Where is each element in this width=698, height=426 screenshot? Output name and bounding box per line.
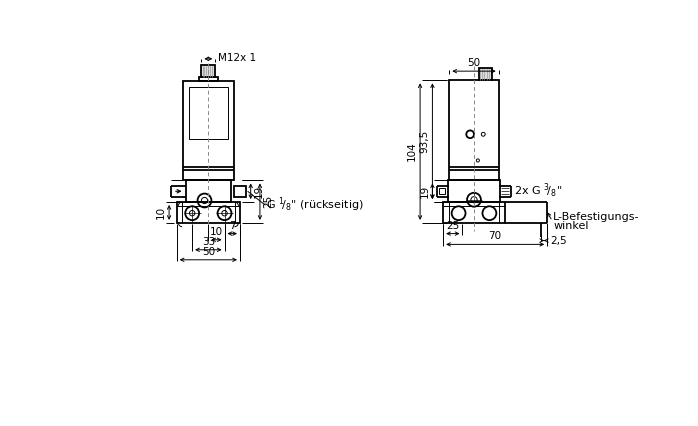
Text: 33: 33 xyxy=(202,237,215,247)
Text: winkel: winkel xyxy=(554,221,589,231)
Text: 10: 10 xyxy=(156,206,166,219)
Bar xyxy=(189,87,228,139)
Text: 50: 50 xyxy=(202,247,215,257)
Text: 10: 10 xyxy=(210,227,223,237)
Text: 7: 7 xyxy=(229,221,235,230)
Text: 25: 25 xyxy=(446,221,459,230)
Text: G $^1\!/_8$" (rückseitig): G $^1\!/_8$" (rückseitig) xyxy=(266,196,364,214)
Text: M12x 1: M12x 1 xyxy=(218,53,256,63)
Text: 104: 104 xyxy=(407,142,417,161)
Bar xyxy=(479,68,493,81)
Text: 19: 19 xyxy=(254,184,264,198)
Bar xyxy=(450,81,498,181)
Text: 25: 25 xyxy=(263,195,273,208)
Bar xyxy=(438,188,445,194)
Text: 70: 70 xyxy=(489,231,502,241)
Text: L-Befestigungs-: L-Befestigungs- xyxy=(554,213,640,222)
Text: 2x G $^3\!/_8$": 2x G $^3\!/_8$" xyxy=(514,182,562,201)
Bar xyxy=(186,181,230,202)
Bar xyxy=(183,81,234,181)
Bar xyxy=(202,65,215,77)
Bar xyxy=(448,181,500,202)
Text: 2,5: 2,5 xyxy=(550,236,567,245)
Bar xyxy=(443,202,505,223)
Text: 50: 50 xyxy=(468,58,480,68)
Text: 19: 19 xyxy=(419,184,429,198)
Bar xyxy=(234,186,246,197)
Text: 93,5: 93,5 xyxy=(419,130,429,153)
Bar xyxy=(199,77,218,81)
Bar xyxy=(177,202,240,223)
